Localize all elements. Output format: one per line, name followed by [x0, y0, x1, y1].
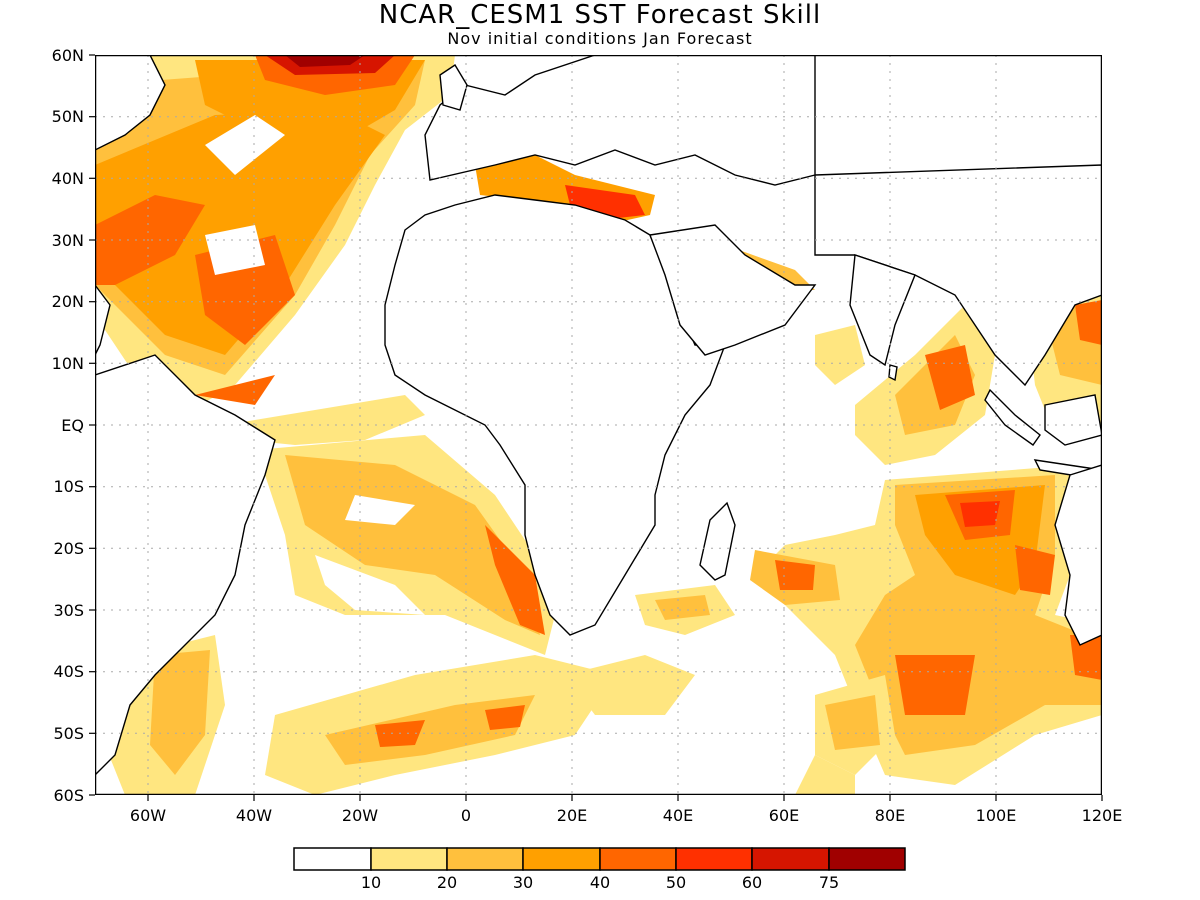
colorbar-bin-7 [828, 847, 906, 871]
map-plot-area [95, 55, 1102, 795]
lon-label: 0 [461, 806, 471, 825]
borneo-outline [1044, 394, 1102, 446]
india-outline [849, 254, 916, 367]
map-subtitle: Nov initial conditions Jan Forecast [447, 29, 753, 48]
lon-label: 40W [236, 806, 272, 825]
lon-label: 120E [1082, 806, 1123, 825]
map-title: NCAR_CESM1 SST Forecast Skill [378, 0, 822, 30]
lat-label: 20S [53, 539, 84, 558]
madagascar-outline [699, 501, 736, 581]
colorbar-bin-1 [370, 847, 448, 871]
lat-label: 50S [53, 724, 84, 743]
colorbar-bin-5 [675, 847, 753, 871]
colorbar-label: 60 [742, 873, 762, 892]
lat-label: 40N [52, 169, 84, 188]
graticule [95, 55, 1102, 795]
lat-label: 60N [52, 46, 84, 65]
lat-label: 40S [53, 662, 84, 681]
map-border [95, 55, 1102, 795]
uk-outline [439, 64, 468, 111]
lon-label: 40E [663, 806, 693, 825]
colorbar-bin-2 [446, 847, 524, 871]
colorbar-label: 50 [666, 873, 686, 892]
skill-shading-south-atlantic [225, 395, 555, 655]
lat-label: 30S [53, 601, 84, 620]
land-coastlines [95, 55, 1102, 776]
north-america-south [95, 283, 111, 356]
skill-shading-southern-atlantic [105, 635, 615, 795]
lon-label: 20W [342, 806, 378, 825]
colorbar-label: 30 [513, 873, 533, 892]
colorbar-label: 75 [819, 873, 839, 892]
lon-labels: 60W 40W 20W 0 20E 40E 60E 80E 100E 120E [130, 806, 1122, 825]
lat-label: 60S [53, 786, 84, 805]
sumatra-outline [984, 388, 1041, 446]
skill-shading-north-atlantic [95, 55, 455, 405]
colorbar-label: 40 [590, 873, 610, 892]
arabia-outline [649, 224, 817, 356]
lat-label: 10N [52, 354, 84, 373]
lat-ticks [89, 54, 95, 796]
lon-ticks [147, 795, 1103, 801]
lon-label: 60E [769, 806, 799, 825]
africa-outline [384, 194, 727, 636]
colorbar-label: 20 [437, 873, 457, 892]
sri-lanka-outline [888, 364, 898, 382]
colorbar-bin-0 [293, 847, 372, 871]
lon-label: 100E [976, 806, 1017, 825]
lat-label: 10S [53, 477, 84, 496]
lat-label: EQ [61, 416, 84, 435]
australia-outline [1054, 464, 1102, 646]
colorbar-bin-3 [522, 847, 601, 871]
skill-shading-south-indian-ocean [565, 465, 1102, 795]
colorbar-labels: 10 20 30 40 50 60 75 [361, 873, 839, 892]
lat-label: 50N [52, 107, 84, 126]
north-america-outline [95, 55, 166, 151]
lat-label: 30N [52, 231, 84, 250]
colorbar-label: 10 [361, 873, 381, 892]
colorbar-bin-4 [599, 847, 677, 871]
colorbar-bin-6 [751, 847, 830, 871]
south-america-outline [95, 354, 276, 776]
lon-label: 80E [875, 806, 905, 825]
lat-labels: 60N 50N 40N 30N 20N 10N EQ 10S 20S 30S 4… [52, 46, 84, 805]
lon-label: 60W [130, 806, 166, 825]
colorbar [293, 847, 906, 871]
lat-label: 20N [52, 292, 84, 311]
lon-label: 20E [557, 806, 587, 825]
